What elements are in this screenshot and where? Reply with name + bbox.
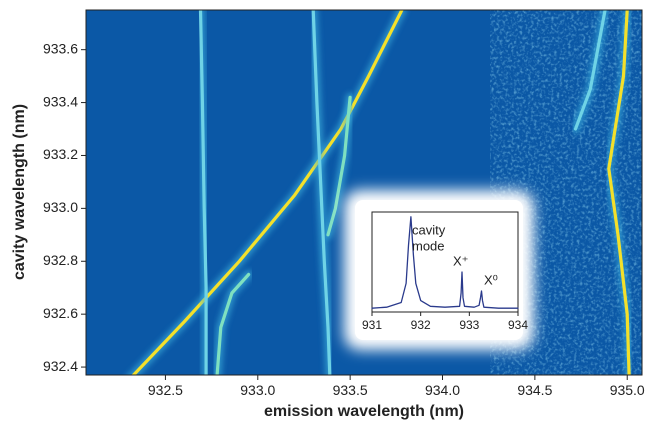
inset-panel	[355, 200, 523, 340]
y-tick-label: 932.4	[43, 358, 78, 374]
inset-annotation: X⁺	[453, 253, 469, 268]
ridge	[131, 10, 404, 375]
x-tick-label: 931	[362, 318, 382, 332]
ridge	[607, 10, 631, 375]
x-axis-label: emission wavelength (nm)	[264, 403, 464, 420]
x-tick-label: 932.5	[148, 382, 183, 398]
y-tick-label: 933.0	[43, 199, 78, 215]
x-tick-label: 933.0	[240, 382, 275, 398]
inset-annotation: cavity	[412, 222, 446, 237]
y-tick-label: 933.6	[43, 40, 78, 56]
x-tick-label: 933	[459, 318, 479, 332]
plot-frame	[85, 9, 643, 376]
x-tick-label: 934	[508, 318, 528, 332]
y-tick-label: 932.8	[43, 252, 78, 268]
y-tick-label: 932.6	[43, 305, 78, 321]
ridge	[326, 95, 352, 237]
x-tick-label: 934.0	[425, 382, 460, 398]
x-tick-label: 934.5	[517, 382, 552, 398]
y-axis-label: cavity wavelength (nm)	[11, 104, 28, 280]
ridge	[215, 272, 251, 375]
ridge	[198, 10, 208, 375]
y-tick-label: 933.2	[43, 146, 78, 162]
y-tick-label: 933.4	[43, 93, 78, 109]
ridge	[311, 10, 332, 375]
inset-annotation: X⁰	[484, 272, 498, 287]
x-tick-label: 935.0	[610, 382, 645, 398]
inset-annotation: mode	[412, 238, 445, 253]
inset	[344, 190, 534, 350]
inset-frame	[371, 211, 519, 313]
x-tick-label: 932	[411, 318, 431, 332]
spectrum-line	[371, 216, 519, 309]
x-tick-label: 933.5	[333, 382, 368, 398]
ridges	[127, 10, 634, 375]
ridge	[573, 10, 607, 131]
